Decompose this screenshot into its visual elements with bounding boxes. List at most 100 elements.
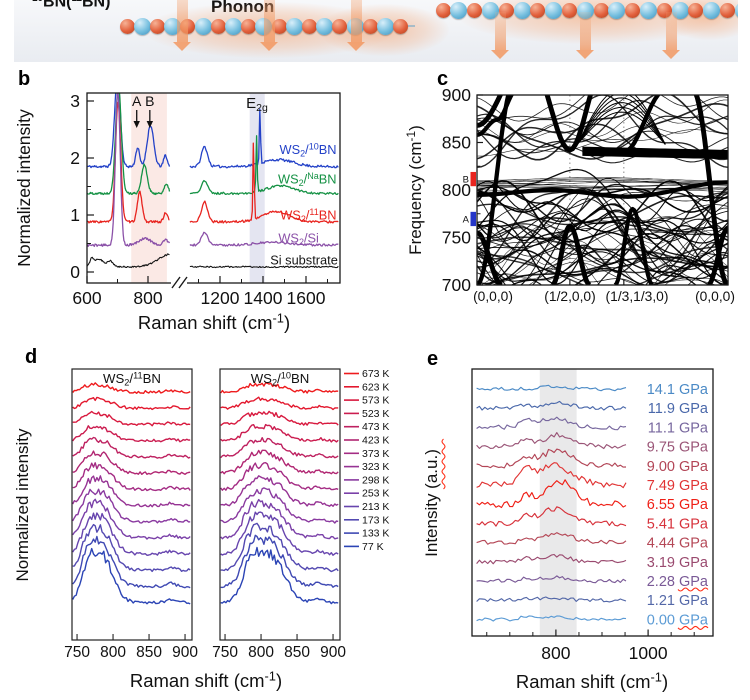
- temperature-trace: [220, 522, 339, 573]
- temperature-trace: [220, 396, 339, 411]
- phonon-arrow-shaft: [494, 12, 506, 50]
- y-tick-label: 900: [442, 85, 471, 105]
- pressure-trace: [476, 479, 627, 509]
- temperature-trace: [72, 512, 191, 557]
- spectrum-trace: [87, 93, 171, 169]
- pressure-label: 9.75 GPa: [647, 440, 709, 456]
- y-tick-label: 2: [70, 148, 80, 168]
- boron-atom: [561, 2, 577, 18]
- boron-atom: [210, 18, 226, 34]
- phonon-band-thick: [613, 206, 654, 285]
- legend-label: 213 K: [362, 501, 389, 513]
- pressure-label: 0.00 GPa: [647, 612, 709, 628]
- y-tick-label: 1: [70, 205, 80, 225]
- traces-group: [220, 382, 339, 605]
- phonon-band-thick: [623, 95, 661, 155]
- mode-annotation-label: A: [132, 93, 142, 109]
- pressure-trace: [476, 462, 627, 489]
- legend-label: 133 K: [362, 528, 389, 540]
- spectrum-trace: [87, 93, 171, 247]
- phonon-band: [477, 182, 728, 186]
- y-tick-label: 800: [442, 180, 471, 200]
- temperature-trace: [72, 382, 191, 394]
- x-tick-label: 800: [248, 644, 274, 661]
- pressure-trace: [476, 553, 627, 565]
- phonon-band: [477, 234, 728, 285]
- phonon-band-thick: [693, 95, 728, 285]
- phonon-arrow-head-icon: [576, 50, 594, 59]
- rich-text-part: 10: [32, 0, 43, 4]
- boron-atom: [530, 2, 546, 18]
- temperature-trace: [72, 535, 191, 589]
- phonon-band-thick: [477, 95, 511, 285]
- temperature-trace: [220, 436, 339, 459]
- temperature-trace: [220, 534, 339, 589]
- spellcheck-underline: [677, 587, 709, 592]
- boron-atom: [362, 18, 378, 34]
- legend-label: 623 K: [362, 381, 389, 393]
- x-tick-label: 900: [172, 644, 198, 661]
- pressure-trace: [476, 575, 627, 584]
- phonon-arrow-head-icon: [662, 50, 680, 59]
- subpanel-title: WS2/10BN: [251, 370, 310, 387]
- nitrogen-atom: [513, 1, 531, 19]
- phonon-band-thick: [706, 225, 728, 285]
- annotation-arrowhead-icon: [133, 121, 140, 128]
- phonon-band: [477, 95, 728, 168]
- phonon-band: [520, 268, 728, 285]
- phonon-band-thick: [582, 150, 728, 157]
- e2g-mode-label: E2g: [246, 95, 268, 114]
- phonon-band: [477, 117, 728, 144]
- boron-atom: [149, 18, 165, 34]
- x-tick-label: 850: [284, 644, 310, 661]
- phonon-band: [477, 249, 728, 285]
- phonon-band: [477, 177, 728, 181]
- phonon-band-thick: [544, 95, 593, 153]
- pressure-label: 7.49 GPa: [647, 478, 709, 494]
- phonon-band: [477, 187, 728, 273]
- phonon-band: [528, 261, 717, 285]
- series-label: WS2/NaBN: [278, 171, 337, 188]
- phonon-band-thick: [477, 180, 728, 199]
- y-axis-title: Normalized intensity: [14, 109, 34, 267]
- nitrogen-atom: [316, 17, 334, 35]
- panel-b-raman-spectra-chart: 600 800 1200 1400 1600 0 1 2 3 A B E2g WS2/10BN WS2/N…: [14, 91, 341, 333]
- series-label: WS2/10BN: [280, 142, 337, 159]
- boron-atom: [593, 2, 609, 18]
- pressure-label: 11.9 GPa: [648, 401, 709, 417]
- spectrum-trace: [87, 93, 171, 196]
- annotation-arrowhead-icon: [146, 121, 154, 128]
- spectrum-trace: [87, 101, 170, 224]
- phonon-band: [477, 209, 728, 242]
- legend-label: 323 K: [362, 461, 389, 473]
- traces-group: [87, 93, 339, 269]
- bn-isotope-label: 10BN(11BN): [32, 0, 110, 11]
- phonon-arrow-shaft: [665, 12, 677, 50]
- series-label: WS2/Si: [278, 230, 319, 247]
- phonon-band-thick: [477, 95, 514, 137]
- legend-label: 673 K: [362, 368, 389, 380]
- pressure-trace: [476, 432, 627, 450]
- phonon-arrow-shaft: [350, 0, 362, 42]
- phonon-band: [477, 251, 728, 285]
- temperature-trace: [72, 488, 191, 524]
- phonon-band: [477, 179, 728, 184]
- y-tick-label: 700: [442, 275, 471, 295]
- legend-label: 253 K: [362, 488, 389, 500]
- nitrogen-atom: [194, 17, 212, 35]
- phonon-band: [477, 99, 728, 143]
- nitrogen-atom: [734, 1, 738, 19]
- panel-e-pressure-raman-chart: 14.1 GPa 11.9 GPa 11.1 GPa 9.75 GPa 9.00 GPa…: [422, 368, 714, 692]
- series-label: WS2/11BN: [280, 207, 336, 224]
- temperature-trace: [72, 498, 191, 540]
- phonon-arrow-shaft: [263, 0, 275, 42]
- pressure-trace: [476, 400, 627, 411]
- pressure-label: 14.1 GPa: [647, 382, 709, 398]
- x-tick-label: 900: [320, 644, 346, 661]
- panel-e-letter: e: [427, 348, 439, 370]
- pressure-trace: [476, 532, 627, 545]
- phonon-band-thick: [582, 148, 728, 154]
- nitrogen-atom: [450, 1, 468, 19]
- spectrum-trace: [189, 231, 339, 247]
- phonon-band: [477, 178, 728, 183]
